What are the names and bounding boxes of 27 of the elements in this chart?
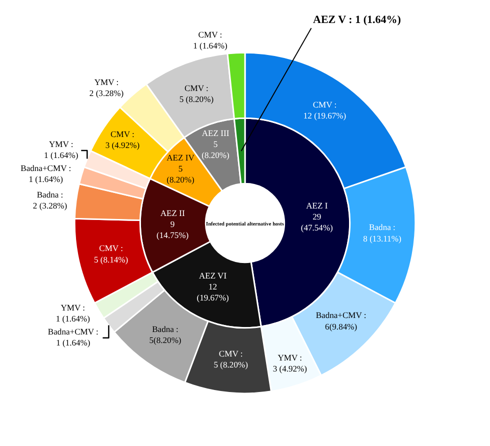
slice-label: YMV : 1 (1.64%) — [44, 139, 78, 160]
slice-label: AEZ VI — [198, 270, 227, 281]
slice-label: YMV : 1 (1.64%) — [56, 302, 90, 324]
slice-label: YMV : 3 (4.92%) — [272, 352, 308, 374]
slice-label: CMV : 5 (8.20%) — [214, 348, 248, 370]
data-label: 12 (19.67%) — [196, 282, 229, 303]
data-label: 9 (14.75%) — [156, 219, 189, 240]
slice-label: Badna+CMV : 1 (1.64%) — [48, 326, 98, 348]
slice-label: CMV : 12 (19.67%) — [303, 99, 346, 121]
slice-label: Badna+CMV : 6(9.84%) — [316, 310, 366, 332]
slice-label: Badna : 5(8.20%) — [149, 324, 182, 345]
slice-label: AEZ I — [306, 200, 328, 210]
slice-label: Badna+CMV : 1 (1.64%) — [20, 163, 72, 184]
slice-label: CMV : 3 (4.92%) — [105, 129, 140, 150]
data-label: 5 (8.20%) — [202, 138, 230, 160]
data-label: 29 (47.54%) — [300, 212, 334, 233]
slice-label: CMV : 5 (8.20%) — [179, 82, 214, 104]
slice-label: YMV : 2 (3.28%) — [89, 76, 124, 98]
data-label: 5 (8.20%) — [166, 164, 195, 185]
slice-label: AEZ II — [160, 208, 185, 218]
slice-label: Badna : 8 (13.11%) — [363, 222, 402, 244]
slice-label: CMV : 5 (8.14%) — [94, 243, 128, 264]
slice-label: AEZ IV — [166, 152, 196, 162]
slice-label: AEZ III — [202, 128, 230, 138]
slice-label: AEZ V : 1 (1.64%) — [313, 14, 402, 26]
slice-label: Badna : 2 (3.28%) — [32, 190, 68, 211]
slice-label: CMV : 1 (1.64%) — [193, 29, 228, 51]
